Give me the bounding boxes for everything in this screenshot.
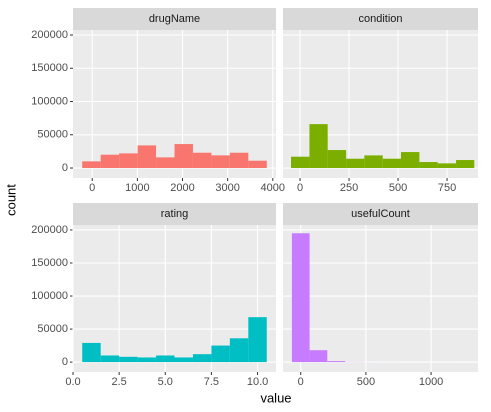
- y-tick-label: 200000: [31, 224, 68, 236]
- x-tick-label: 0: [298, 376, 304, 388]
- bar: [456, 160, 475, 169]
- bar: [156, 355, 175, 363]
- x-tick-label: 0: [89, 182, 95, 194]
- y-tick-label: 0: [62, 356, 68, 368]
- bar: [327, 150, 347, 169]
- bar: [346, 158, 365, 169]
- x-tick-label: 0.0: [65, 376, 80, 388]
- x-axis-title: value: [260, 390, 291, 405]
- bar: [327, 361, 346, 363]
- x-tick-label: 250: [340, 182, 358, 194]
- y-tick-label: 100000: [31, 290, 68, 302]
- strip: [283, 8, 478, 30]
- bar: [192, 152, 212, 169]
- bar: [364, 155, 383, 169]
- bar: [100, 355, 120, 363]
- bar: [82, 161, 101, 169]
- bar: [229, 338, 249, 363]
- x-tick-label: 1000: [125, 182, 149, 194]
- x-tick-label: 2000: [170, 182, 194, 194]
- panel: [283, 225, 478, 372]
- y-axis-title: count: [3, 184, 18, 216]
- bar: [419, 162, 438, 169]
- y-tick-label: 150000: [31, 62, 68, 74]
- strip: [283, 203, 478, 225]
- strip: [73, 203, 276, 225]
- bar: [119, 356, 138, 363]
- x-tick-label: 10.0: [247, 376, 268, 388]
- x-tick-label: 4000: [261, 182, 285, 194]
- strip-label: usefulCount: [351, 208, 410, 220]
- bar: [192, 354, 212, 363]
- bar: [309, 350, 328, 363]
- strip: [73, 8, 276, 30]
- bar: [156, 157, 175, 169]
- x-tick-label: 1000: [419, 376, 443, 388]
- y-tick-label: 50000: [37, 323, 68, 335]
- bar: [174, 144, 193, 169]
- x-tick-label: 2.5: [111, 376, 126, 388]
- strip-label: rating: [161, 208, 189, 220]
- strip-label: drugName: [149, 13, 200, 25]
- bar: [291, 233, 310, 363]
- bar: [248, 160, 267, 169]
- x-tick-label: 750: [438, 182, 456, 194]
- bar: [248, 317, 267, 363]
- y-tick-label: 200000: [31, 29, 68, 41]
- bar: [137, 357, 157, 363]
- x-tick-label: 3000: [215, 182, 239, 194]
- x-tick-label: 5.0: [158, 376, 173, 388]
- bar: [211, 155, 230, 169]
- x-tick-label: 7.5: [204, 376, 219, 388]
- bar: [82, 342, 101, 363]
- bar: [174, 357, 193, 363]
- bar: [100, 154, 120, 169]
- bar: [291, 156, 310, 169]
- x-tick-label: 500: [389, 182, 407, 194]
- x-tick-label: 0: [297, 182, 303, 194]
- x-tick-label: 500: [357, 376, 375, 388]
- y-tick-label: 100000: [31, 95, 68, 107]
- bar: [382, 158, 401, 169]
- bar: [400, 152, 420, 169]
- bar: [211, 345, 230, 363]
- y-tick-label: 150000: [31, 257, 68, 269]
- y-tick-label: 0: [62, 162, 68, 174]
- bar: [137, 145, 157, 169]
- bar: [119, 153, 138, 169]
- y-tick-label: 50000: [37, 129, 68, 141]
- bar: [229, 152, 249, 169]
- bar: [309, 124, 328, 169]
- strip-label: condition: [358, 13, 402, 25]
- bar: [437, 163, 457, 169]
